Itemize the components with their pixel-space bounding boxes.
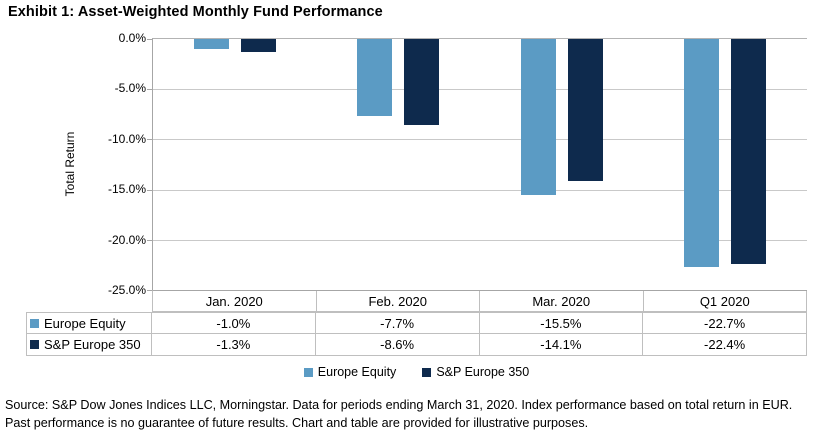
bar-s-p-europe-350-mar-2020 xyxy=(567,39,603,181)
table-header-row: Jan. 2020 Feb. 2020 Mar. 2020 Q1 2020 xyxy=(152,290,807,312)
x-axis-label-cell: Q1 2020 xyxy=(644,291,807,311)
bar-europe-equity-q1-2020 xyxy=(684,39,720,267)
bar-s-p-europe-350-q1-2020 xyxy=(731,39,767,264)
y-axis-title: Total Return xyxy=(63,131,77,197)
y-axis-tick-label: -25.0% xyxy=(107,283,146,297)
category-group-feb-2020 xyxy=(317,39,481,290)
table-row-sp-europe-350: S&P Europe 350 -1.3% -8.6% -14.1% -22.4% xyxy=(26,334,807,356)
category-group-mar-2020 xyxy=(480,39,644,290)
sp-europe-350-legend-marker-icon xyxy=(422,367,432,377)
gridline xyxy=(153,89,807,91)
table-cell: -1.0% xyxy=(152,313,316,333)
y-axis-tick-label: -15.0% xyxy=(107,182,146,197)
category-group-jan-2020 xyxy=(153,39,317,290)
gridline xyxy=(153,189,807,191)
y-axis-tick-label: -5.0% xyxy=(114,81,146,96)
legend-label: S&P Europe 350 xyxy=(436,365,530,379)
chart-legend: Europe Equity S&P Europe 350 xyxy=(26,363,807,381)
page-title: Exhibit 1: Asset-Weighted Monthly Fund P… xyxy=(8,4,383,20)
y-axis-tick xyxy=(147,139,153,141)
gridline xyxy=(153,139,807,141)
series-label-cell: Europe Equity xyxy=(27,313,152,333)
table-cell: -14.1% xyxy=(480,334,644,355)
category-group-q1-2020 xyxy=(644,39,808,290)
bar-s-p-europe-350-jan-2020 xyxy=(240,39,276,53)
bar-s-p-europe-350-feb-2020 xyxy=(404,39,440,126)
bar-chart-plot xyxy=(147,38,808,291)
x-axis-label-cell: Jan. 2020 xyxy=(153,291,317,311)
table-row-europe-equity: Europe Equity -1.0% -7.7% -15.5% -22.7% xyxy=(26,312,807,334)
table-cell: -22.4% xyxy=(643,334,807,355)
source-note: Source: S&P Dow Jones Indices LLC, Morni… xyxy=(5,398,793,430)
y-axis-tick xyxy=(147,290,153,291)
y-axis-tick xyxy=(147,189,153,191)
series-label: Europe Equity xyxy=(44,315,126,331)
table-cell: -22.7% xyxy=(643,313,807,333)
x-axis-label-cell: Feb. 2020 xyxy=(317,291,480,311)
sp-europe-350-series-marker-icon xyxy=(30,340,39,349)
series-label: S&P Europe 350 xyxy=(44,337,141,352)
table-cell: -8.6% xyxy=(316,334,480,355)
bar-europe-equity-mar-2020 xyxy=(520,39,556,195)
y-axis-tick-label: -20.0% xyxy=(107,232,146,247)
table-cell: -1.3% xyxy=(152,334,316,355)
bar-europe-equity-jan-2020 xyxy=(193,39,229,50)
table-cell: -7.7% xyxy=(316,313,480,333)
x-axis-label-cell: Mar. 2020 xyxy=(480,291,644,311)
bar-europe-equity-feb-2020 xyxy=(357,39,393,117)
y-axis-tick xyxy=(147,239,153,241)
y-axis-tick xyxy=(147,89,153,91)
y-axis-tick xyxy=(147,39,153,40)
y-axis-tick-label: -10.0% xyxy=(107,131,146,146)
europe-equity-legend-marker-icon xyxy=(303,367,313,377)
table-cell: -15.5% xyxy=(480,313,644,333)
series-label-cell: S&P Europe 350 xyxy=(27,334,152,355)
legend-item-europe-equity: Europe Equity xyxy=(303,365,397,379)
y-axis-tick-label: 0.0% xyxy=(118,31,146,45)
europe-equity-series-marker-icon xyxy=(30,318,39,328)
legend-label: Europe Equity xyxy=(317,365,397,379)
legend-item-sp-europe-350: S&P Europe 350 xyxy=(422,365,529,379)
gridline xyxy=(153,239,807,241)
